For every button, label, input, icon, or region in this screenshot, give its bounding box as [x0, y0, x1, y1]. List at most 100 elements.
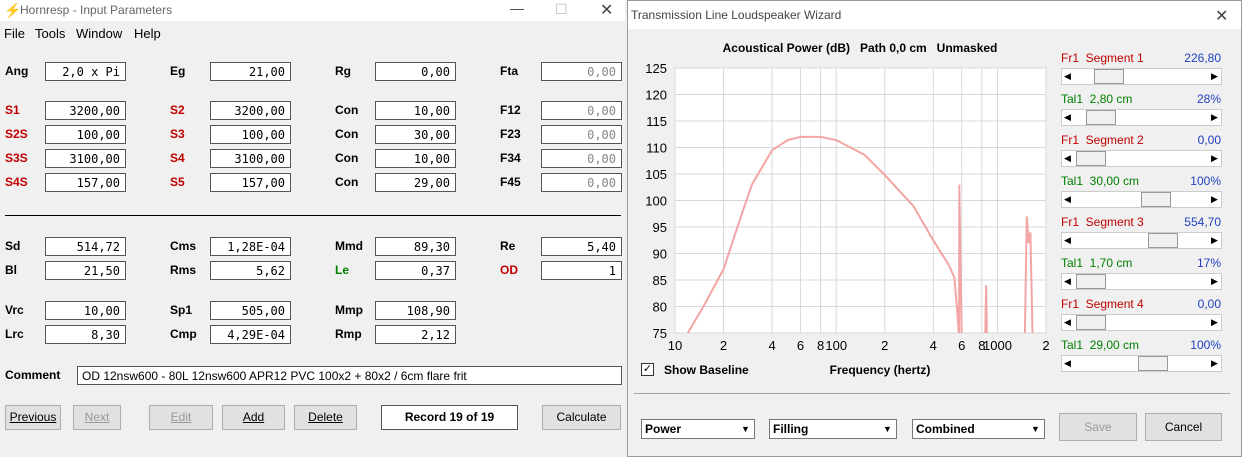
slider-arrow: ◀ — [1064, 71, 1071, 81]
comment-value[interactable]: OD 12nsw600 - 80L 12nsw600 APR12 PVC 100… — [77, 366, 622, 385]
y-tick-label: 105 — [645, 167, 667, 182]
x-tick-label: 6 — [797, 338, 804, 353]
slider-value: 28% — [1196, 92, 1221, 106]
menu-item[interactable]: Tools — [35, 26, 66, 41]
field-value[interactable]: 1 — [541, 261, 622, 280]
field-value[interactable]: 4,29E-04 — [210, 325, 291, 344]
slider[interactable] — [1061, 68, 1222, 85]
slider-value: 100% — [1190, 174, 1221, 188]
field-value[interactable]: 0,00 — [541, 173, 622, 192]
field-value[interactable]: 108,90 — [375, 301, 456, 320]
field-value[interactable]: 157,00 — [45, 173, 126, 192]
field-value[interactable]: 514,72 — [45, 237, 126, 256]
field-value[interactable]: 0,00 — [541, 101, 622, 120]
dropdown[interactable]: Power — [641, 419, 755, 439]
field-label: Sd — [5, 239, 21, 253]
field-value[interactable]: 2,0 x Pi — [45, 62, 126, 81]
field-value[interactable]: 5,62 — [210, 261, 291, 280]
field-label: Rg — [335, 64, 351, 78]
dropdown[interactable]: Filling — [769, 419, 897, 439]
field-value[interactable]: 5,40 — [541, 237, 622, 256]
menu-item[interactable]: Help — [134, 26, 161, 41]
field-value[interactable]: 157,00 — [210, 173, 291, 192]
field-label: Re — [500, 239, 516, 253]
field-label: S4 — [170, 151, 185, 165]
field-value[interactable]: 3100,00 — [210, 149, 291, 168]
slider-thumb[interactable] — [1094, 69, 1124, 84]
field-label: Le — [335, 263, 350, 277]
checkbox-label[interactable]: Show Baseline — [664, 363, 749, 377]
field-value[interactable]: 89,30 — [375, 237, 456, 256]
y-tick-label: 95 — [653, 220, 667, 235]
field-label: Con — [335, 103, 359, 117]
field-value[interactable]: 0,37 — [375, 261, 456, 280]
field-value[interactable]: 30,00 — [375, 125, 456, 144]
minimize[interactable]: — — [510, 0, 524, 16]
field-value[interactable]: 0,00 — [541, 62, 622, 81]
field-label: S1 — [5, 103, 20, 117]
field-value[interactable]: 10,00 — [375, 149, 456, 168]
field-value[interactable]: 10,00 — [45, 301, 126, 320]
wizard-close[interactable]: ✕ — [1215, 8, 1229, 25]
slider-thumb[interactable] — [1086, 110, 1116, 125]
slider-arrow: ◀ — [1064, 235, 1071, 245]
x-tick-label: 8 — [978, 338, 985, 353]
field-value[interactable]: 100,00 — [45, 125, 126, 144]
slider-label: Tal1 30,00 cm — [1061, 174, 1140, 188]
field-label: Mmd — [335, 239, 363, 253]
field-value[interactable]: 21,50 — [45, 261, 126, 280]
slider-thumb[interactable] — [1076, 274, 1106, 289]
slider-thumb[interactable] — [1076, 151, 1106, 166]
field-value[interactable]: 3200,00 — [210, 101, 291, 120]
field-label: Rms — [170, 263, 197, 277]
x-tick-label: 2 — [881, 338, 888, 353]
field-value[interactable]: 29,00 — [375, 173, 456, 192]
field-value[interactable]: 0,00 — [541, 125, 622, 144]
slider-value: 226,80 — [1184, 51, 1221, 65]
field-value[interactable]: 505,00 — [210, 301, 291, 320]
slider-label: Tal1 2,80 cm — [1061, 92, 1133, 106]
field-value[interactable]: 100,00 — [210, 125, 291, 144]
x-tick-label: 100 — [825, 338, 847, 353]
app-icon: ⚡ — [4, 2, 22, 18]
field-value[interactable]: 0,00 — [375, 62, 456, 81]
slider-thumb[interactable] — [1148, 233, 1178, 248]
wizard-title-bar — [628, 1, 1241, 29]
dropdown[interactable]: Combined — [912, 419, 1045, 439]
slider[interactable] — [1061, 232, 1222, 249]
button[interactable]: Delete — [294, 405, 357, 430]
field-value[interactable]: 2,12 — [375, 325, 456, 344]
slider-thumb[interactable] — [1138, 356, 1168, 371]
field-value[interactable]: 3200,00 — [45, 101, 126, 120]
field-value[interactable]: 8,30 — [45, 325, 126, 344]
button[interactable]: Calculate — [542, 405, 621, 430]
checkbox[interactable]: ✓ — [641, 363, 654, 376]
field-value[interactable]: 0,00 — [541, 149, 622, 168]
slider-arrow: ▶ — [1211, 317, 1218, 327]
field-value[interactable]: 1,28E-04 — [210, 237, 291, 256]
button[interactable]: Add — [222, 405, 285, 430]
button[interactable]: Previous — [5, 405, 61, 430]
slider-thumb[interactable] — [1076, 315, 1106, 330]
field-label: Bl — [5, 263, 17, 277]
field-value[interactable]: 21,00 — [210, 62, 291, 81]
y-tick-label: 110 — [646, 141, 667, 156]
menu-item[interactable]: Window — [76, 26, 123, 41]
field-label: S4S — [5, 175, 28, 189]
slider-arrow: ◀ — [1064, 358, 1071, 368]
slider-arrow: ◀ — [1064, 194, 1071, 204]
slider-thumb[interactable] — [1141, 192, 1171, 207]
comment-label: Comment — [5, 368, 61, 382]
x-tick-label: 4 — [768, 338, 775, 353]
slider-label: Fr1 Segment 2 — [1061, 133, 1144, 147]
field-label: F34 — [500, 151, 521, 165]
field-value[interactable]: 3100,00 — [45, 149, 126, 168]
y-tick-label: 75 — [653, 326, 667, 341]
separator — [634, 393, 1230, 394]
field-value[interactable]: 10,00 — [375, 101, 456, 120]
button[interactable]: Cancel — [1145, 413, 1222, 441]
slider-value: 0,00 — [1197, 133, 1221, 147]
close[interactable]: ✕ — [600, 2, 614, 19]
menu-item[interactable]: File — [4, 26, 25, 41]
